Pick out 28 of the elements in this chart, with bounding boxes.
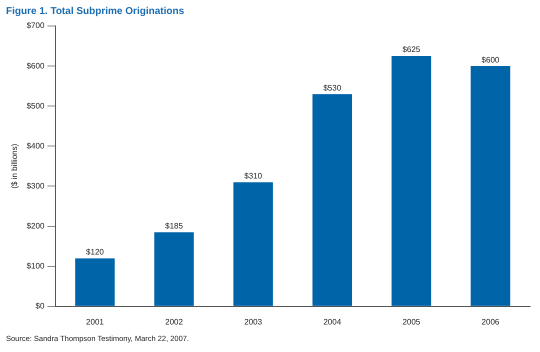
data-label: $625 — [402, 45, 421, 54]
data-label: $120 — [86, 248, 104, 257]
y-tick-label: $700 — [26, 21, 45, 30]
data-label: $310 — [244, 171, 263, 180]
y-axis-title: ($ in billions) — [10, 143, 20, 189]
y-tick-label: $600 — [26, 61, 45, 70]
data-label: $185 — [165, 221, 184, 230]
bar — [233, 182, 273, 306]
data-label: $600 — [482, 55, 500, 64]
y-tick-label: $300 — [26, 181, 45, 190]
bar — [392, 56, 432, 306]
bar — [312, 94, 352, 306]
bar — [75, 258, 115, 306]
y-tick-label: $0 — [35, 302, 45, 311]
y-tick-label: $200 — [26, 221, 45, 230]
y-tick-label: $500 — [26, 101, 45, 110]
y-tick-label: $400 — [26, 141, 45, 150]
data-label: $530 — [323, 83, 342, 92]
x-tick-label: 2002 — [165, 317, 184, 326]
bar — [154, 232, 194, 306]
x-tick-label: 2003 — [244, 317, 263, 326]
y-tick-label: $100 — [26, 262, 45, 271]
x-tick-label: 2004 — [323, 317, 342, 326]
x-tick-label: 2001 — [86, 317, 104, 326]
chart-title: Figure 1. Total Subprime Originations — [6, 6, 184, 17]
x-tick-label: 2005 — [402, 317, 421, 326]
bar — [470, 66, 510, 306]
x-tick-label: 2006 — [482, 317, 500, 326]
